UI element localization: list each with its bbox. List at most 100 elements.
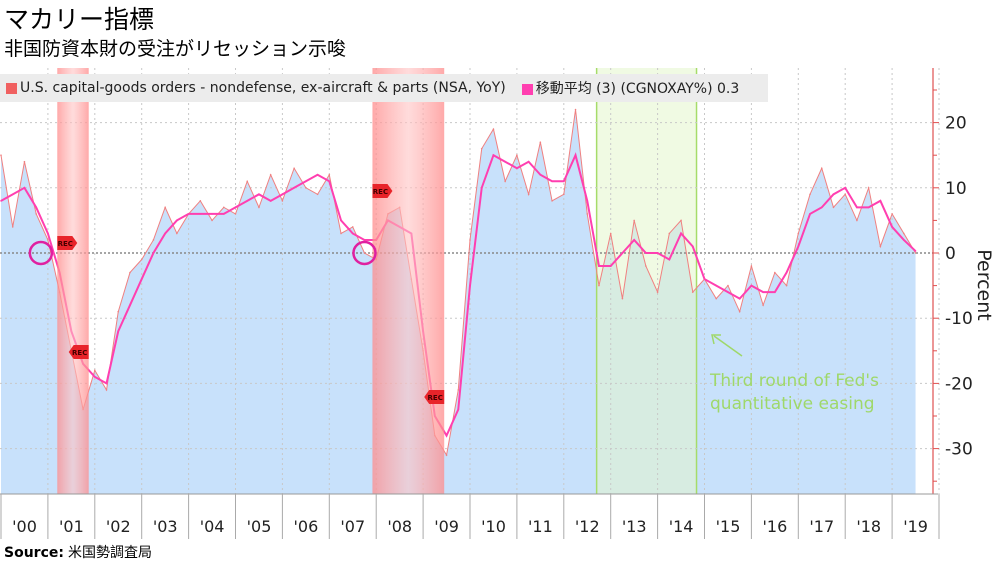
data-point-raw [574,108,577,111]
data-point-ma [0,200,2,202]
x-tick-label: '10 [481,517,506,536]
highlight-circle [28,240,54,266]
data-point-ma [774,291,776,293]
data-point-ma [785,271,788,274]
data-point-ma [445,434,448,437]
data-point-ma [598,265,600,267]
recession-flag-label: REC [72,349,87,357]
data-point-raw [633,219,635,222]
data-point-raw [785,284,788,287]
data-point-ma [293,187,295,189]
data-point-raw [222,206,225,209]
data-point-raw [246,180,249,183]
x-tick-label: '00 [12,517,37,536]
data-point-ma [316,173,319,176]
data-point-ma [527,160,530,163]
data-point-ma [656,252,659,254]
x-tick-label: '02 [106,517,131,536]
data-point-ma [703,278,706,280]
y-tick-label: 10 [945,179,967,199]
y-tick-label: -10 [945,309,973,329]
data-point-raw [516,154,518,156]
y-tick-label: 0 [945,244,956,264]
y-axis-label: Percent [973,249,995,321]
data-point-raw [621,297,624,300]
annotation-text: Third round of Fed's [709,371,879,391]
legend-item-ma[interactable]: 移動平均 (3) (CGNOXAY%) 0.3 [521,78,739,98]
data-point-raw [844,193,846,196]
data-point-raw [199,200,202,202]
data-point-ma [797,245,800,248]
data-point-raw [211,219,213,222]
data-point-ma [727,291,729,293]
data-point-raw [281,200,284,202]
legend-item-raw[interactable]: U.S. capital-goods orders - nondefense, … [6,80,506,96]
x-tick-label: '05 [247,517,272,536]
data-point-raw [879,245,882,248]
x-tick-label: '14 [669,517,694,536]
data-point-raw [680,219,682,222]
data-point-raw [105,389,108,391]
x-tick-label: '12 [575,517,600,536]
chart-title: マカリー指標 [4,5,155,34]
data-point-ma [750,284,753,287]
data-point-raw [129,271,131,274]
data-point-ma [164,232,166,235]
data-point-ma [903,239,905,241]
data-point-raw [903,232,905,235]
data-point-ma [645,252,647,254]
data-point-ma [351,232,354,235]
x-tick-label: '19 [903,517,928,536]
legend-swatch-ma [521,83,533,95]
data-point-raw [0,154,2,156]
data-point-raw [856,219,858,222]
data-point-raw [94,369,96,372]
data-point-raw [305,187,307,189]
data-point-ma [328,180,331,183]
x-tick-label: '13 [622,517,647,536]
data-point-raw [316,193,319,196]
data-point-raw [457,389,460,391]
data-point-ma [563,180,565,183]
data-point-raw [551,200,553,202]
data-point-ma [715,284,718,287]
data-point-raw [809,193,811,196]
y-tick-label: -30 [945,440,973,460]
source-note: Source: 米国勢調査局 [4,545,152,561]
data-point-raw [750,265,753,267]
annotation-arrowhead [711,334,721,345]
data-point-raw [715,297,718,300]
data-point-raw [867,187,870,189]
data-point-ma [269,200,272,202]
data-point-ma [187,213,190,215]
data-point-raw [269,173,272,176]
data-point-ma [668,258,671,261]
data-point-ma [551,180,553,183]
x-tick-label: '01 [59,517,84,536]
data-point-ma [11,193,14,196]
data-point-raw [832,206,835,209]
data-point-ma [480,187,483,189]
x-tick-label: '15 [716,517,741,536]
data-point-ma [281,193,284,196]
area-fill [1,109,916,494]
data-point-raw [469,239,471,241]
recession-flag-label: REC [58,240,73,248]
data-point-raw [293,167,295,170]
data-point-ma [457,408,460,411]
y-tick-label: -20 [945,374,973,394]
data-point-raw [480,147,483,150]
data-point-ma [820,206,823,209]
data-point-raw [117,310,120,313]
annotation-arrow [713,335,743,357]
legend-swatch-raw [6,82,17,94]
data-point-ma [140,278,143,280]
data-point-raw [598,284,600,287]
data-point-raw [445,454,448,456]
data-point-ma [914,250,917,252]
data-point-ma [762,291,764,293]
data-point-raw [891,213,893,215]
data-point-ma [469,284,471,287]
recession-flag [68,345,89,359]
